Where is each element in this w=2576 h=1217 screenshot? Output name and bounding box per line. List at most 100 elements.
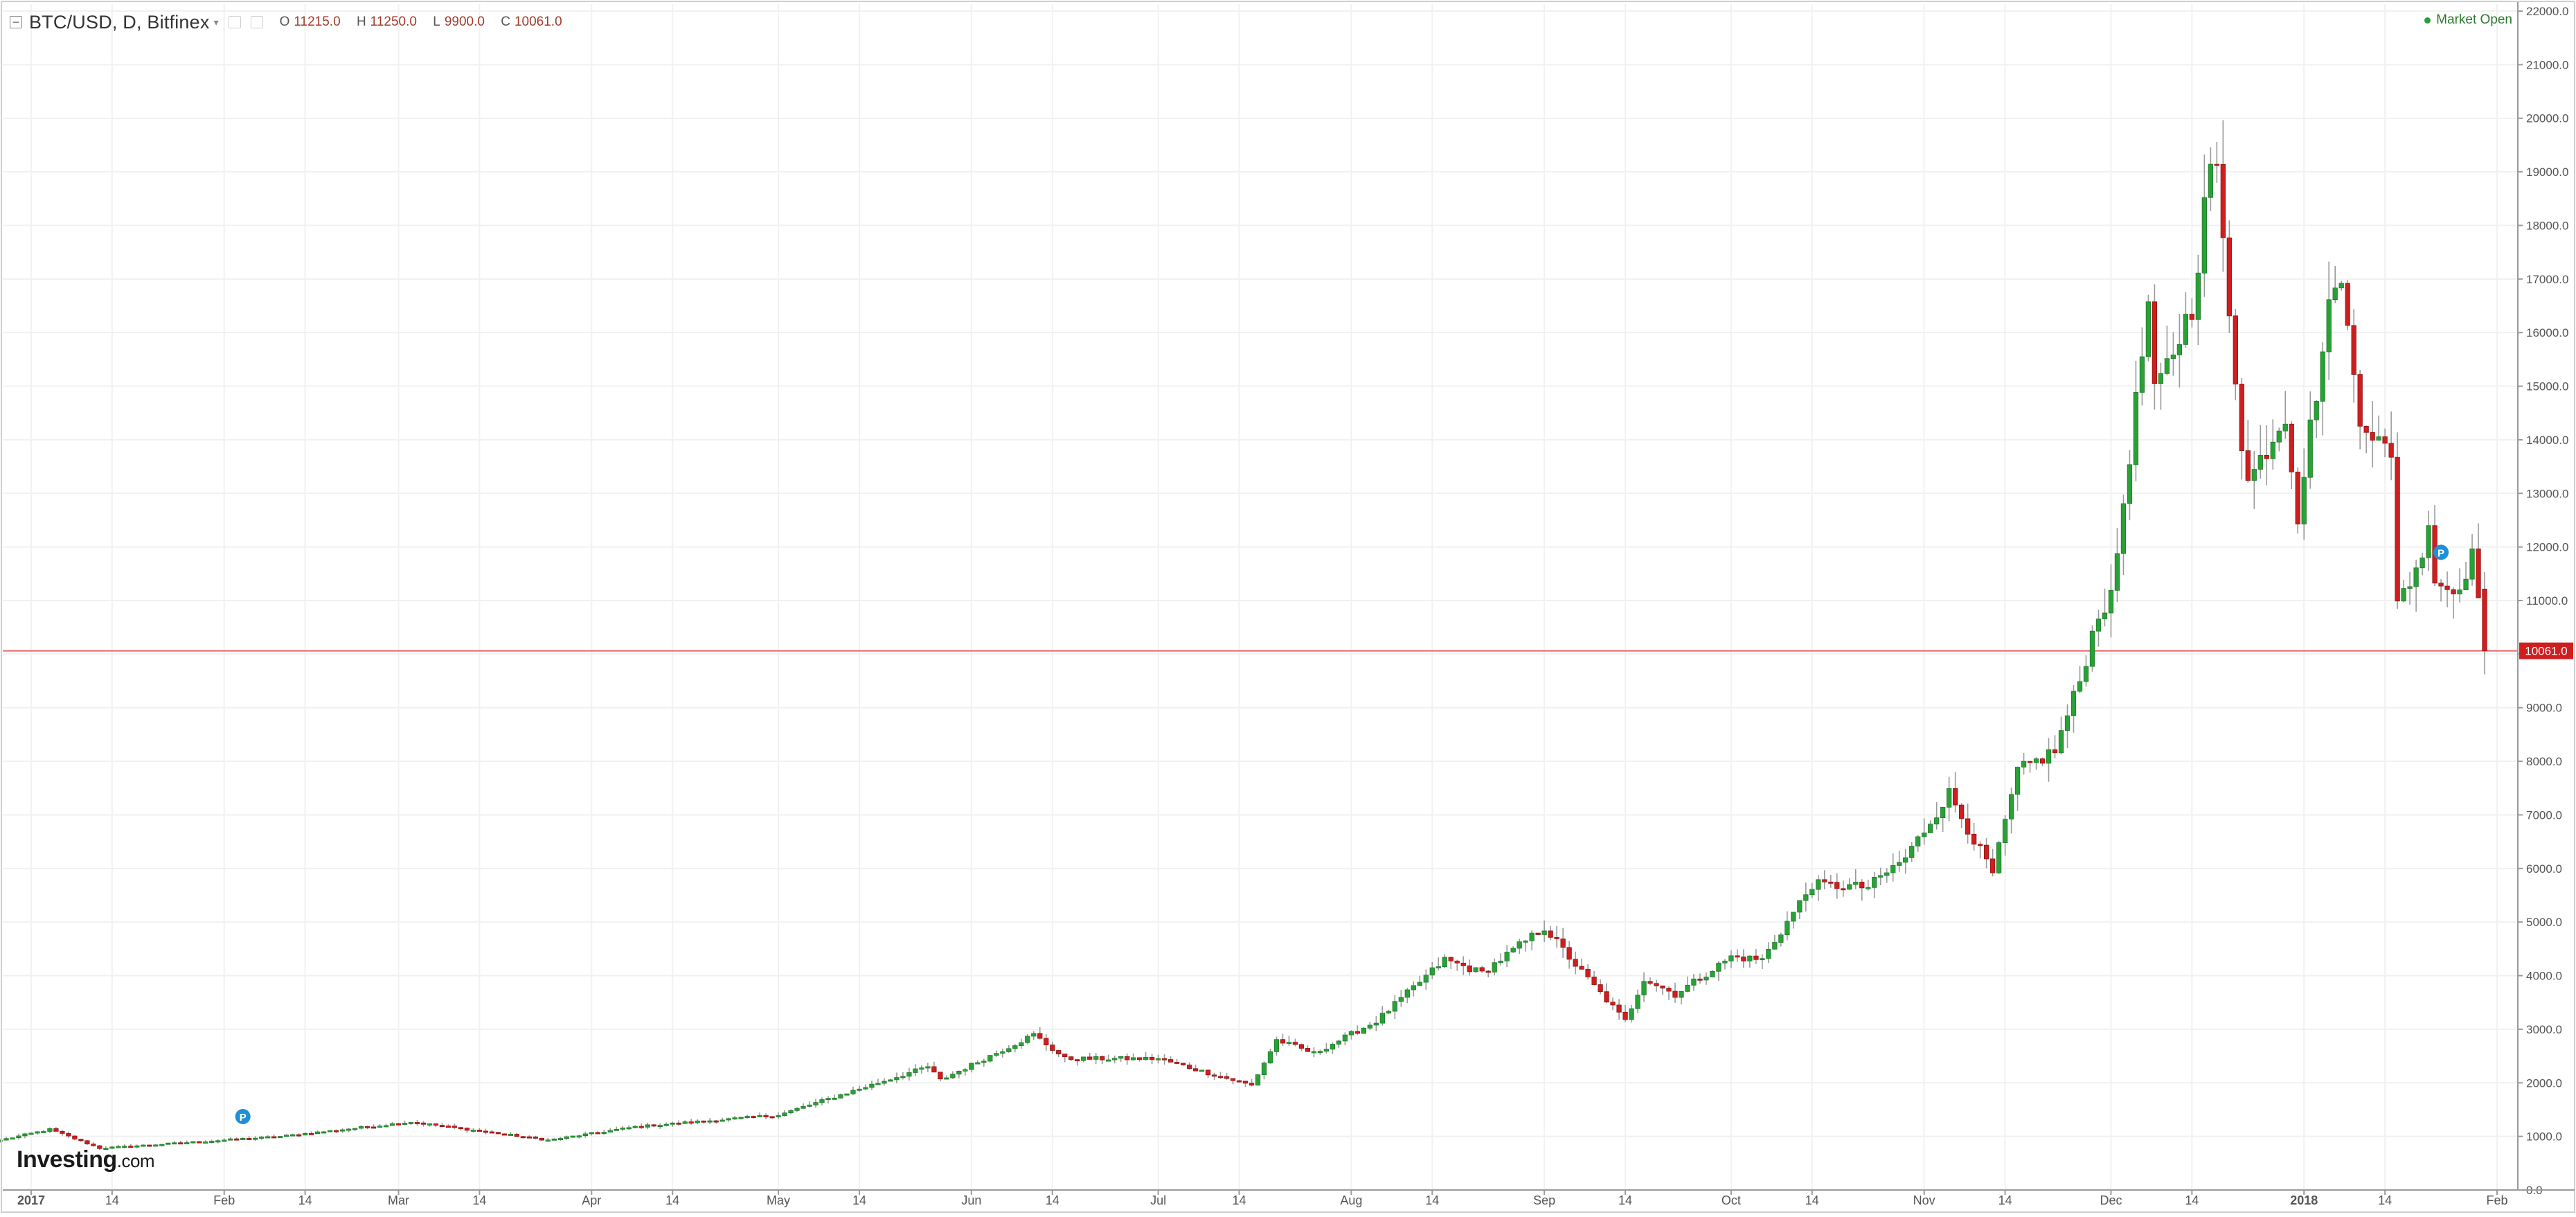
ohlc-values: O 11215.0 H 11250.0 L 9900.0 C 10061.0 (280, 15, 575, 30)
candle-body (1523, 940, 1528, 943)
candle-body (302, 1133, 308, 1136)
candle-body (1785, 921, 1790, 936)
candle-body (1056, 1050, 1062, 1055)
x-tick-label: Nov (1913, 1193, 1935, 1207)
candle-body (1492, 962, 1497, 972)
candle-body (751, 1116, 756, 1118)
logo-suffix: .com (116, 1151, 155, 1171)
candle-body (1647, 981, 1653, 984)
markers[interactable]: PP (235, 544, 2449, 1125)
candle-body (1922, 833, 1927, 837)
candle-body (1298, 1044, 1305, 1049)
candle-body (1940, 807, 1946, 819)
candle-body (1989, 858, 1996, 873)
symbol-title[interactable]: BTC/USD, D, Bitfinex (29, 11, 210, 33)
candle-body (2320, 351, 2325, 402)
investing-logo[interactable]: Investing.com (17, 1146, 155, 1173)
candle-body (308, 1133, 314, 1135)
candle-body (333, 1130, 339, 1132)
candle-body (994, 1053, 999, 1056)
candle-body (1392, 1001, 1397, 1012)
candle-body (825, 1098, 831, 1101)
close-icon[interactable] (250, 16, 263, 28)
candle-body (1062, 1054, 1068, 1058)
candle-body (1093, 1056, 1099, 1060)
candle-body (1772, 942, 1778, 950)
x-tick-label: Mar (388, 1193, 409, 1207)
candle-body (607, 1130, 613, 1132)
candle-body (1909, 846, 1915, 858)
low-value: 9900.0 (444, 15, 485, 29)
candle-body (2326, 299, 2332, 353)
candle-body (1672, 991, 1678, 998)
candle-body (888, 1079, 893, 1082)
candle-body (1323, 1049, 1330, 1052)
candle-body (2257, 454, 2263, 470)
candle-body (1479, 967, 1485, 972)
candle-body (327, 1130, 333, 1132)
candle-body (1217, 1076, 1224, 1078)
candle-body (1131, 1057, 1136, 1060)
y-axis[interactable]: 0.01000.02000.03000.04000.05000.06000.07… (2517, 1, 2573, 1197)
chevron-down-icon[interactable]: ▾ (213, 16, 219, 28)
candle-body (1766, 948, 1771, 959)
candle-body (1579, 966, 1584, 970)
candle-body (869, 1083, 875, 1088)
collapse-legend-button[interactable]: − (10, 16, 22, 28)
candle-body (1859, 882, 1865, 889)
x-tick-label: Aug (1340, 1193, 1362, 1207)
candle-body (159, 1144, 165, 1146)
candle-body (2095, 619, 2102, 632)
candle-body (2245, 450, 2251, 481)
candle-body (2413, 567, 2419, 587)
settings-icon[interactable] (228, 16, 241, 28)
candle-body (116, 1146, 121, 1148)
candle-body (1404, 989, 1410, 998)
candle-body (1485, 970, 1491, 973)
candle-body (501, 1133, 508, 1136)
candle-body (794, 1108, 800, 1111)
candle-body (240, 1138, 246, 1140)
candle-body (1560, 939, 1566, 948)
candle-body (253, 1137, 258, 1140)
candle-body (657, 1125, 663, 1127)
candle-body (2338, 283, 2344, 289)
candle-body (1261, 1063, 1267, 1076)
candle-body (1211, 1074, 1217, 1077)
event-marker-icon[interactable] (235, 1109, 251, 1125)
candle-body (2077, 681, 2083, 692)
candle-body (726, 1118, 731, 1121)
candle-body (2264, 454, 2269, 459)
candle-body (2295, 472, 2300, 525)
candle-body (1760, 958, 1765, 961)
candle-body (2058, 730, 2064, 754)
event-marker-icon[interactable] (2433, 544, 2449, 560)
grid-lines (3, 4, 2518, 1191)
candle-body (1847, 884, 1852, 890)
candle-body (2164, 358, 2170, 374)
candle-body (882, 1081, 887, 1084)
candle-body (1616, 1004, 1622, 1013)
candle-body (2014, 767, 2021, 795)
candle-body (1044, 1038, 1049, 1046)
candle-body (2376, 436, 2381, 441)
candle-body (857, 1088, 862, 1091)
candle-body (458, 1127, 464, 1130)
candle-body (2314, 400, 2319, 420)
candle-body (2208, 163, 2213, 198)
candle-body (1398, 997, 1404, 1002)
candle-body (91, 1144, 96, 1146)
candle-body (364, 1126, 370, 1128)
candle-body (632, 1126, 638, 1128)
candle-body (203, 1142, 208, 1144)
candle-body (1666, 988, 1672, 992)
candle-body (956, 1070, 962, 1075)
candle-body (427, 1123, 433, 1126)
candle-body (551, 1138, 557, 1141)
candle-body (1037, 1033, 1043, 1039)
candle-body (1143, 1056, 1149, 1060)
candle-body (1199, 1069, 1205, 1072)
